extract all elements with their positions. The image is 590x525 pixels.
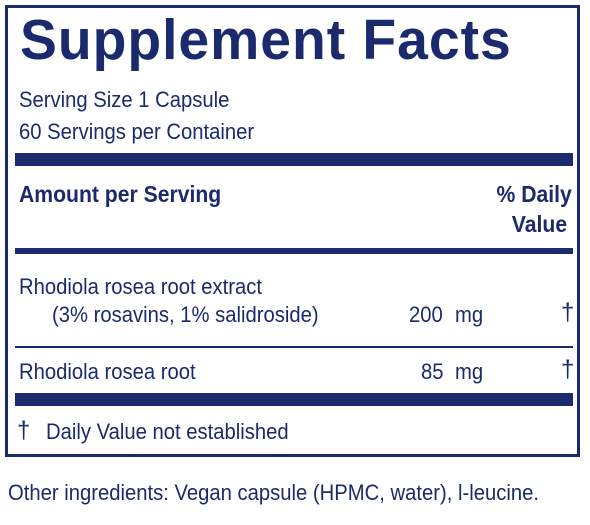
thick-divider-top xyxy=(15,153,573,166)
thick-divider-bottom xyxy=(15,393,573,406)
ingredient-1-amount: 200 xyxy=(409,302,443,327)
thin-divider xyxy=(15,346,573,348)
ingredient-2-amount: 85 xyxy=(420,359,443,384)
ingredient-2-unit: mg xyxy=(455,359,484,384)
ingredient-2-dv: † xyxy=(561,356,575,383)
ingredient-1-subname: (3% rosavins, 1% salidroside) xyxy=(52,302,319,327)
ingredient-1-unit: mg xyxy=(455,302,484,327)
servings-per-container: 60 Servings per Container xyxy=(19,119,255,144)
medium-divider xyxy=(15,248,573,254)
footnote-text: Daily Value not established xyxy=(46,419,289,444)
ingredient-1-name: Rhodiola rosea root extract xyxy=(19,274,263,299)
other-ingredients: Other ingredients: Vegan capsule (HPMC, … xyxy=(8,480,539,505)
daily-value-header-line2: Value xyxy=(511,211,567,237)
amount-per-serving-header: Amount per Serving xyxy=(19,181,222,207)
serving-size: Serving Size 1 Capsule xyxy=(19,87,230,112)
ingredient-1-dv: † xyxy=(561,299,575,326)
footnote-symbol: † xyxy=(17,417,31,444)
ingredient-2-name: Rhodiola rosea root xyxy=(19,359,196,384)
daily-value-header-line1: % Daily xyxy=(496,181,572,207)
supplement-facts-panel: Supplement Facts Serving Size 1 Capsule … xyxy=(5,5,580,457)
supplement-facts-title: Supplement Facts xyxy=(20,8,512,72)
